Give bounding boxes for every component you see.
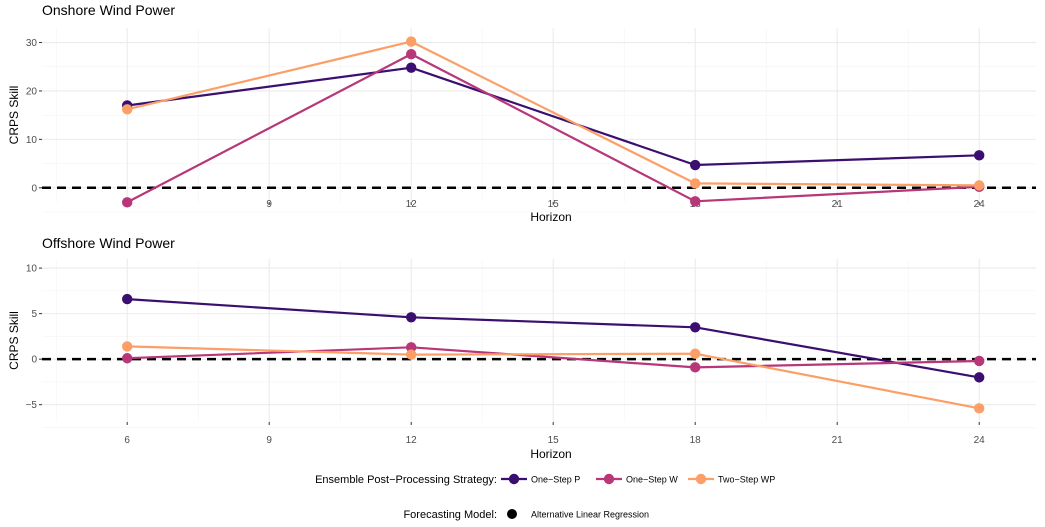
chart-panel-1: 6912151821240102030Onshore Wind PowerHor…: [7, 2, 1036, 224]
x-tick-label: 9: [266, 435, 272, 446]
legend-label: One−Step P: [531, 475, 580, 485]
data-point: [974, 150, 985, 161]
data-point: [974, 403, 985, 414]
legend-label: One−Step W: [626, 475, 678, 485]
legend-model-title: Forecasting Model:: [403, 509, 497, 521]
y-tick-label: 10: [26, 135, 38, 146]
data-point: [690, 322, 701, 333]
y-tick-label: 20: [26, 86, 38, 97]
data-point: [406, 349, 417, 360]
data-point: [690, 348, 701, 359]
y-axis-title: CRPS Skill: [7, 311, 21, 370]
y-tick-label: 0: [31, 355, 37, 366]
x-tick-label: 9: [266, 199, 272, 210]
data-point: [122, 353, 133, 364]
x-axis-title: Horizon: [530, 210, 571, 224]
legend-label: Two−Step WP: [718, 475, 775, 485]
legend-model: Forecasting Model: Alternative Linear Reg…: [403, 509, 649, 521]
data-point: [690, 159, 701, 171]
chart-title: Offshore Wind Power: [42, 235, 175, 251]
data-point: [122, 341, 133, 352]
series-line-1: [127, 298, 980, 379]
data-point: [406, 36, 417, 47]
x-tick-label: 12: [406, 435, 418, 446]
y-tick-label: 30: [26, 38, 38, 49]
series-line-2: [127, 346, 980, 369]
series-line-3: [126, 40, 980, 187]
x-tick-label: 24: [974, 435, 986, 446]
legend-key-point: [508, 473, 520, 485]
x-tick-label: 21: [832, 435, 844, 446]
y-axis-title: CRPS Skill: [7, 86, 21, 145]
x-tick-label: 15: [548, 435, 560, 446]
y-tick-label: 0: [31, 183, 37, 194]
chart-title: Onshore Wind Power: [42, 2, 175, 18]
x-tick-label: 18: [690, 435, 702, 446]
data-point: [974, 180, 985, 191]
data-point: [406, 312, 417, 323]
x-tick-label: 12: [406, 199, 418, 210]
x-axis-title: Horizon: [530, 447, 571, 461]
x-tick-label: 6: [124, 435, 130, 446]
series-line-1: [127, 66, 980, 167]
legend-model-label: Alternative Linear Regression: [531, 510, 649, 520]
data-point: [122, 104, 133, 115]
legend-key-point: [695, 473, 707, 485]
x-tick-label: 15: [548, 199, 560, 210]
data-point: [406, 48, 417, 60]
legend-strategy-title: Ensemble Post−Processing Strategy:: [315, 474, 497, 486]
legend-key-point: [603, 473, 615, 485]
data-point: [690, 178, 701, 189]
legend-strategy: Ensemble Post−Processing Strategy: One−St…: [315, 473, 775, 486]
x-tick-label: 24: [974, 199, 986, 210]
y-tick-label: 10: [26, 264, 38, 275]
series-line-3: [127, 345, 980, 410]
data-point: [406, 342, 417, 353]
data-point: [690, 362, 701, 373]
data-point: [690, 196, 701, 207]
data-point: [974, 372, 985, 383]
series-line-2: [126, 52, 980, 204]
legend-model-point: [507, 509, 517, 519]
chart-panel-2: 6 9 12 15 18 21 24 −5 0 5 10 Offshore Wind Power Hor…: [7, 235, 1036, 461]
data-point: [122, 293, 133, 305]
data-point: [974, 355, 985, 367]
data-point: [406, 62, 417, 73]
x-tick-label: 21: [832, 199, 844, 210]
data-point: [122, 197, 133, 208]
y-tick-label: −5: [26, 400, 38, 411]
y-tick-label: 5: [31, 309, 37, 320]
